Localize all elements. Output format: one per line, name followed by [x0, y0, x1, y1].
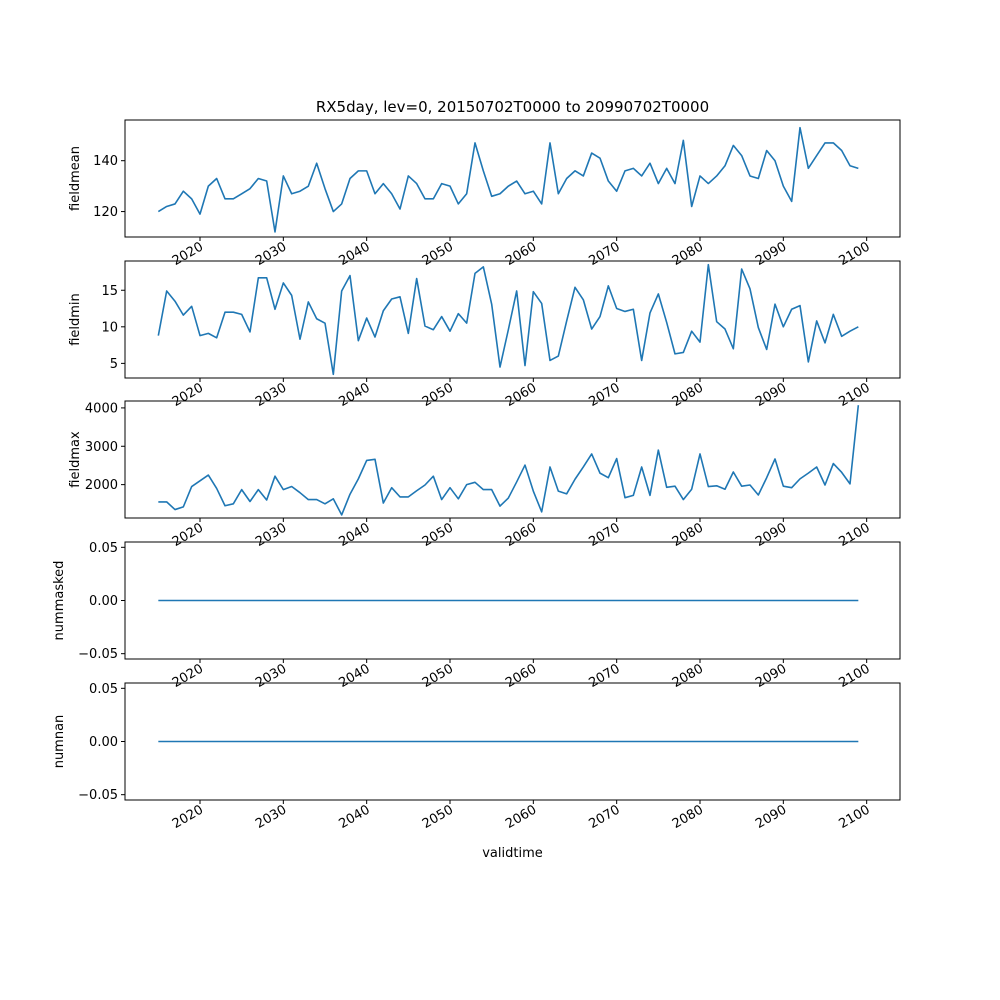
y-axis-label: numnan [52, 715, 67, 769]
y-tick-label: −0.05 [78, 788, 118, 803]
y-tick-label: 15 [101, 284, 118, 299]
axes-frame [124, 400, 901, 519]
y-tick-label: 120 [93, 205, 118, 220]
y-tick-label: 5 [110, 357, 118, 372]
axes-frame [124, 119, 901, 238]
y-axis-label: fieldmin [68, 293, 83, 346]
y-tick-label: 4000 [85, 401, 118, 416]
y-tick-label: 140 [93, 154, 118, 169]
y-tick-label: 2000 [85, 478, 118, 493]
axes-frame [124, 260, 901, 379]
y-tick-label: 0.00 [89, 594, 118, 609]
y-tick-label: 10 [101, 320, 118, 335]
y-tick-label: 0.05 [89, 541, 118, 556]
x-axis-label: validtime [482, 846, 543, 861]
y-tick-label: 0.05 [89, 682, 118, 697]
y-tick-label: 3000 [85, 440, 118, 455]
y-axis-label: nummasked [52, 561, 67, 641]
chart-title: RX5day, lev=0, 20150702T0000 to 20990702… [316, 98, 709, 116]
y-tick-label: −0.05 [78, 647, 118, 662]
y-axis-label: fieldmean [68, 146, 83, 211]
y-tick-label: 0.00 [89, 735, 118, 750]
y-axis-label: fieldmax [68, 431, 83, 488]
